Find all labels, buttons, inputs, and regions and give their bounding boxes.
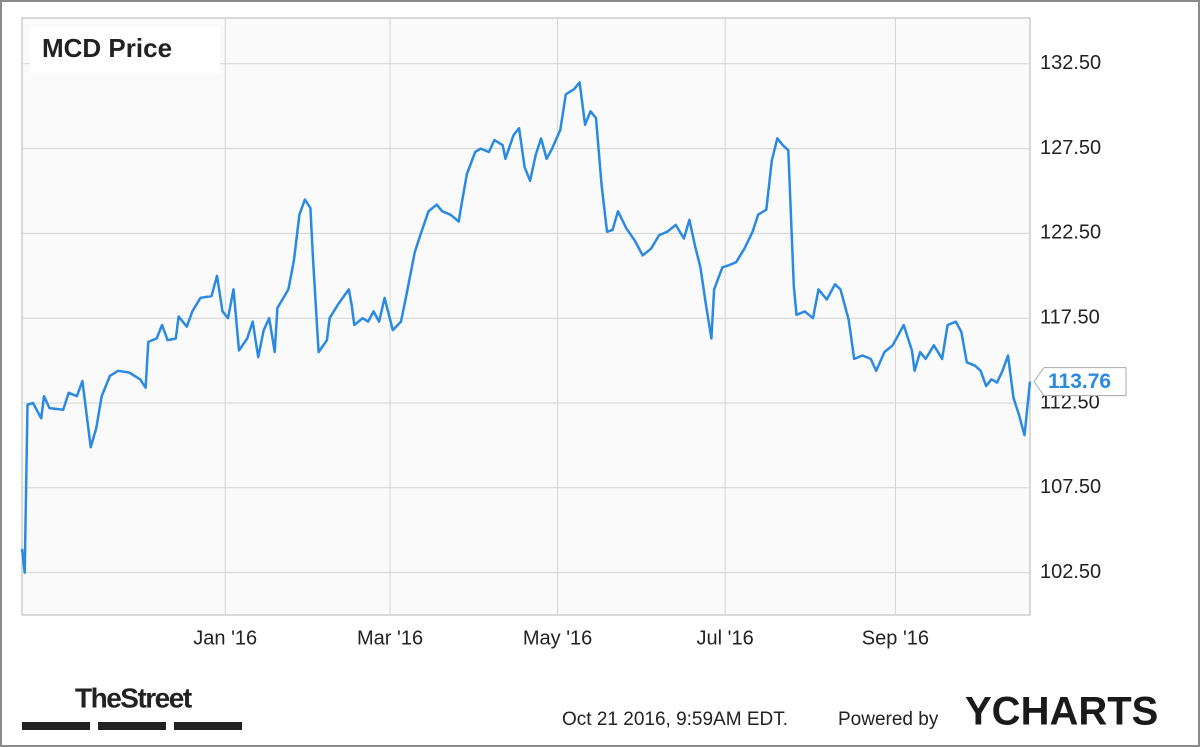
y-tick-label: 107.50 <box>1040 476 1101 498</box>
timestamp: Oct 21 2016, 9:59AM EDT. <box>562 709 788 730</box>
x-tick-label: Jul '16 <box>697 627 754 649</box>
publisher-bar <box>174 722 242 730</box>
x-tick-label: May '16 <box>523 627 592 649</box>
y-tick-label: 122.50 <box>1040 222 1101 244</box>
publisher-bar <box>98 722 166 730</box>
y-tick-label: 117.50 <box>1040 306 1100 328</box>
x-tick-label: Mar '16 <box>357 627 423 649</box>
publisher-bar <box>22 722 90 730</box>
x-tick-label: Jan '16 <box>193 627 257 649</box>
price-line <box>20 81 1032 574</box>
y-tick-label: 112.50 <box>1040 391 1100 413</box>
x-tick-label: Sep '16 <box>862 627 929 649</box>
publisher: TheStreet <box>75 682 192 713</box>
title-box <box>30 27 220 73</box>
y-tick-label: 127.50 <box>1040 137 1101 159</box>
last-value-label: 113.76 <box>1048 370 1111 393</box>
last-value-box <box>1033 367 1127 397</box>
powered-by: Powered by <box>838 709 939 730</box>
y-tick-label: 132.50 <box>1040 52 1101 74</box>
y-tick-label: 102.50 <box>1040 561 1101 583</box>
brand-logo: YCHARTS <box>965 690 1158 734</box>
plot-area <box>21 17 1031 616</box>
chart-title: MCD Price <box>42 33 172 63</box>
